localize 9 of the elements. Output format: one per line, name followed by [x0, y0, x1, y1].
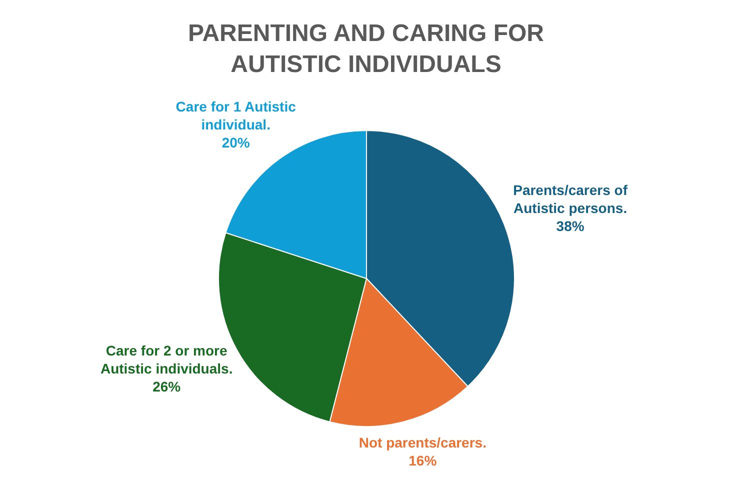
chart-title: PARENTING AND CARING FOR AUTISTIC INDIVIDUALS [187, 19, 545, 80]
slice-label: Care for 2 or more Autistic individuals. [100, 342, 233, 376]
data-label: 20% [222, 134, 250, 150]
data-label: 26% [152, 378, 182, 394]
data-label: 38% [556, 218, 585, 234]
slice-label: Care for 1 Autistic individual. [176, 98, 296, 132]
slice-label: Not parents/carers. [358, 434, 486, 451]
data-label: 16% [408, 452, 438, 469]
slice-label: Parents/carers of Autistic persons. [513, 182, 628, 216]
